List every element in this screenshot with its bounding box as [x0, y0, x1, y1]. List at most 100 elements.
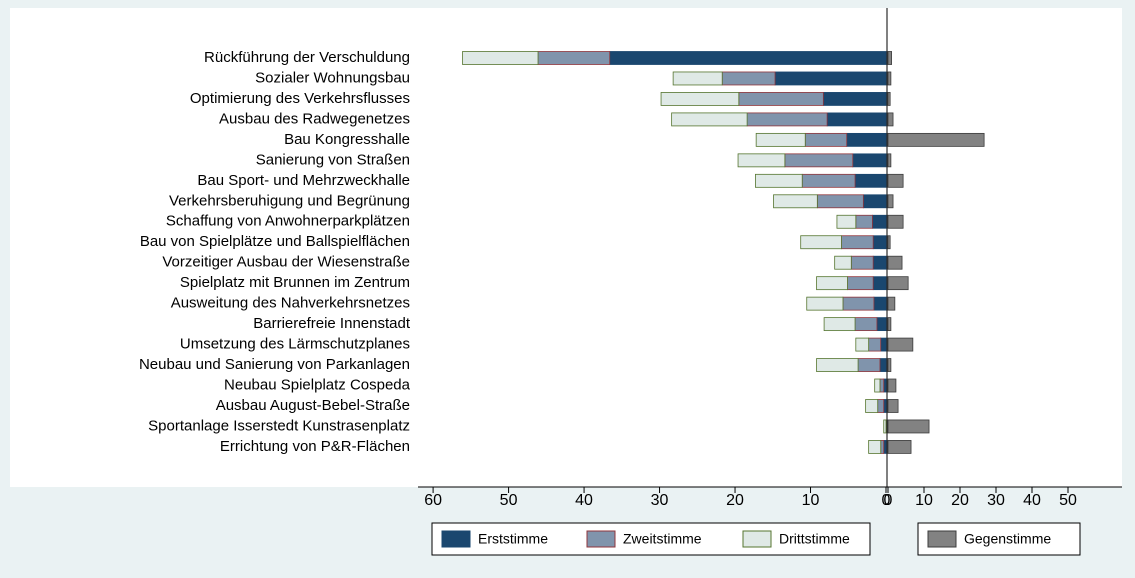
bar-segment — [822, 92, 887, 106]
y-tick-label: Barrierefreie Innenstadt — [253, 315, 411, 332]
bar-segment — [609, 51, 887, 65]
bar-segment — [887, 112, 894, 127]
bar-segment — [826, 112, 887, 127]
bar-segment — [462, 51, 539, 65]
bar-segment — [887, 296, 896, 311]
y-tick-label: Neubau und Sanierung von Parkanlagen — [139, 356, 410, 373]
y-tick-label: Optimierung des Verkehrsflusses — [190, 90, 410, 107]
y-tick-label: Errichtung von P&R-Flächen — [220, 438, 410, 455]
bar-segment — [842, 296, 875, 311]
bar-segment — [784, 153, 854, 168]
bar-segment — [887, 214, 904, 229]
legend-swatch — [441, 530, 471, 548]
bar-segment — [879, 378, 885, 393]
bar-segment — [887, 337, 914, 352]
y-tick-label: Sportanlage Isserstedt Kunstrasenplatz — [148, 417, 410, 434]
bar-segment — [887, 194, 894, 209]
y-tick-label: Spielplatz mit Brunnen im Zentrum — [180, 274, 410, 291]
bar-segment — [671, 112, 748, 127]
bar-segment — [873, 296, 887, 311]
bar-segment — [660, 92, 740, 106]
x-tick-label: 20 — [951, 492, 969, 509]
legend-label: Gegenstimme — [964, 531, 1051, 547]
bar-segment — [846, 132, 887, 147]
bar-segment — [887, 132, 985, 147]
y-tick-label: Sanierung von Straßen — [256, 151, 410, 168]
y-tick-label: Ausweitung des Nahverkehrsnetzes — [171, 295, 410, 312]
bar-segment — [876, 317, 887, 332]
bar-segment — [887, 317, 892, 332]
x-tick-label: 30 — [651, 492, 669, 509]
y-tick-label: Verkehrsberuhigung und Begrünung — [169, 192, 410, 209]
y-tick-label: Ausbau August-Bebel-Straße — [216, 397, 410, 414]
bar-segment — [852, 153, 887, 168]
bar-segment — [806, 296, 844, 311]
x-tick-label: 60 — [424, 492, 442, 509]
bar-segment — [868, 337, 882, 352]
legend-label: Zweitstimme — [623, 531, 702, 547]
y-tick-label: Ausbau des Radwegenetzes — [219, 110, 410, 127]
legend-label: Drittstimme — [779, 531, 850, 547]
x-tick-label: 0 — [882, 492, 891, 509]
bar-segment — [880, 440, 885, 454]
bar-segment — [537, 51, 611, 65]
bar-segment — [841, 235, 874, 250]
x-tick-label: 40 — [1023, 492, 1041, 509]
bar-segment — [872, 214, 887, 229]
bar-segment — [836, 214, 857, 229]
bar-segment — [887, 51, 892, 65]
bar-segment — [883, 419, 887, 434]
legend-swatch — [927, 530, 957, 548]
bar-segment — [887, 419, 930, 434]
bar-segment — [854, 317, 878, 332]
y-tick-label: Vorzeitiger Ausbau der Wiesenstraße — [162, 254, 410, 271]
bar-segment — [887, 153, 892, 168]
x-tick-label: 10 — [915, 492, 933, 509]
bar-segment — [887, 440, 912, 454]
bar-segment — [887, 358, 892, 372]
y-tick-label: Umsetzung des Lärmschutzplanes — [180, 336, 410, 353]
bar-segment — [872, 255, 887, 270]
legend-swatch — [586, 530, 616, 548]
bar-segment — [850, 255, 874, 270]
bar-segment — [855, 337, 870, 352]
x-tick-label: 20 — [726, 492, 744, 509]
bar-segment — [801, 173, 856, 188]
plot-area — [10, 8, 1122, 487]
bar-segment — [834, 255, 852, 270]
bar-segment — [862, 194, 887, 209]
x-tick-label: 0 — [884, 492, 893, 509]
bar-segment — [854, 173, 887, 188]
bar-segment — [721, 71, 776, 86]
y-tick-label: Neubau Spielplatz Cospeda — [224, 376, 411, 393]
bar-segment — [847, 276, 874, 291]
bar-segment — [880, 337, 887, 352]
bar-segment — [816, 194, 864, 209]
bar-segment — [887, 71, 892, 86]
x-tick-label: 50 — [1059, 492, 1077, 509]
bar-segment — [872, 276, 887, 291]
bar-segment — [855, 214, 873, 229]
x-tick-label: 40 — [575, 492, 593, 509]
bar-segment — [872, 235, 887, 250]
bar-segment — [738, 92, 824, 106]
bar-segment — [755, 173, 803, 188]
x-tick-label: 50 — [500, 492, 518, 509]
bar-segment — [887, 92, 891, 106]
bar-segment — [672, 71, 723, 86]
bar-segment — [865, 399, 879, 413]
y-tick-label: Sozialer Wohnungsbau — [255, 69, 410, 86]
y-tick-label: Rückführung der Verschuldung — [204, 49, 410, 66]
y-tick-label: Bau Sport- und Mehrzweckhalle — [197, 172, 410, 189]
bar-segment — [887, 173, 904, 188]
bar-segment — [887, 255, 903, 270]
y-tick-label: Bau Kongresshalle — [284, 131, 410, 148]
bar-segment — [874, 378, 881, 393]
legend-box — [431, 522, 871, 556]
x-tick-label: 10 — [802, 492, 820, 509]
bar-segment — [755, 132, 806, 147]
bar-segment — [857, 358, 881, 372]
bar-segment — [774, 71, 887, 86]
